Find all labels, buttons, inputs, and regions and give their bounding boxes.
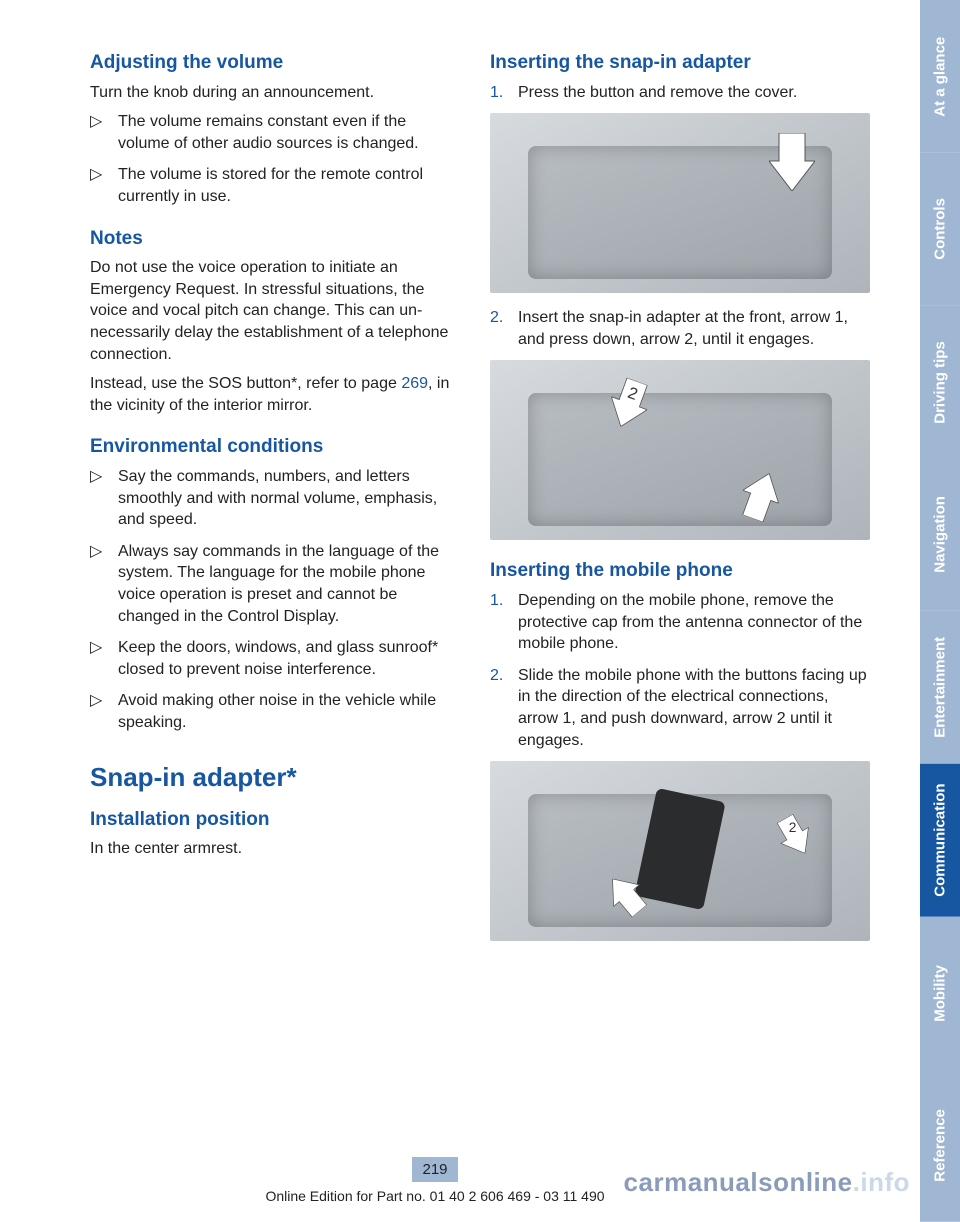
tab-at-a-glance[interactable]: At a glance — [920, 0, 960, 153]
env-bullet-list: ▷Say the commands, numbers, and letters … — [90, 466, 460, 734]
arrow-2-icon: 2 — [603, 375, 655, 433]
figure-insert-adapter: 2 — [490, 360, 870, 540]
list-text: Depending on the mobile phone, remove th… — [518, 590, 870, 655]
page-content: Adjusting the volume Turn the knob durin… — [0, 0, 870, 955]
watermark: carmanualsonline.info — [624, 1167, 910, 1198]
step-number: 1. — [490, 82, 518, 104]
heading-environmental: Environmental conditions — [90, 434, 460, 460]
bullet-icon: ▷ — [90, 637, 118, 680]
volume-bullet-list: ▷The volume remains constant even if the… — [90, 111, 460, 207]
list-item: ▷Say the commands, numbers, and letters … — [90, 466, 460, 531]
list-item: ▷Always say commands in the language of … — [90, 541, 460, 627]
step-number: 2. — [490, 307, 518, 350]
right-column: Inserting the snap-in adapter 1.Press th… — [490, 50, 870, 955]
list-item: 1.Press the button and remove the cover. — [490, 82, 870, 104]
list-text: Press the button and remove the cover. — [518, 82, 797, 104]
list-item: ▷The volume is stored for the remote con… — [90, 164, 460, 207]
heading-installation-position: Installation position — [90, 807, 460, 833]
step-number: 2. — [490, 665, 518, 751]
notes-paragraph-2: Instead, use the SOS button*, refer to p… — [90, 373, 460, 416]
heading-snapin-adapter: Snap-in adapter* — [90, 760, 460, 795]
installation-text: In the center armrest. — [90, 838, 460, 860]
tab-navigation[interactable]: Navigation — [920, 458, 960, 611]
watermark-b: .info — [853, 1167, 910, 1197]
list-text: Avoid making other noise in the vehicle … — [118, 690, 460, 733]
bullet-icon: ▷ — [90, 111, 118, 154]
arrow-icon — [769, 133, 815, 191]
figure-remove-cover — [490, 113, 870, 293]
tab-entertainment[interactable]: Entertainment — [920, 611, 960, 764]
list-item: 2.Slide the mobile phone with the button… — [490, 665, 870, 751]
bullet-icon: ▷ — [90, 690, 118, 733]
tab-communication[interactable]: Communication — [920, 764, 960, 917]
list-item: ▷The volume remains constant even if the… — [90, 111, 460, 154]
figure-insert-phone: 2 — [490, 761, 870, 941]
list-text: The volume remains constant even if the … — [118, 111, 460, 154]
list-item: ▷Avoid making other noise in the vehicle… — [90, 690, 460, 733]
notes-text-a: Instead, use the SOS button*, refer to p… — [90, 375, 401, 392]
left-column: Adjusting the volume Turn the knob durin… — [90, 50, 460, 955]
list-text: Always say commands in the language of t… — [118, 541, 460, 627]
list-text: Say the commands, numbers, and letters s… — [118, 466, 460, 531]
side-tabs: At a glance Controls Driving tips Naviga… — [920, 0, 960, 1222]
list-item: 1.Depending on the mobile phone, remove … — [490, 590, 870, 655]
svg-text:2: 2 — [789, 820, 797, 835]
heading-inserting-phone: Inserting the mobile phone — [490, 558, 870, 584]
page-link-269[interactable]: 269 — [401, 375, 428, 392]
heading-notes: Notes — [90, 226, 460, 252]
arrow-2-icon: 2 — [768, 809, 823, 864]
tab-mobility[interactable]: Mobility — [920, 917, 960, 1070]
heading-adjusting-volume: Adjusting the volume — [90, 50, 460, 76]
step-number: 1. — [490, 590, 518, 655]
list-item: ▷Keep the doors, windows, and glass sun­… — [90, 637, 460, 680]
volume-intro: Turn the knob during an announcement. — [90, 82, 460, 104]
bullet-icon: ▷ — [90, 541, 118, 627]
list-text: Insert the snap-in adapter at the front,… — [518, 307, 870, 350]
list-text: Slide the mobile phone with the buttons … — [518, 665, 870, 751]
tab-driving-tips[interactable]: Driving tips — [920, 306, 960, 459]
insert-adapter-steps-2: 2.Insert the snap-in adapter at the fron… — [490, 307, 870, 350]
tab-reference[interactable]: Reference — [920, 1069, 960, 1222]
arrow-1-icon — [735, 467, 787, 525]
insert-phone-steps: 1.Depending on the mobile phone, remove … — [490, 590, 870, 751]
watermark-a: carmanualsonline — [624, 1167, 853, 1197]
tab-controls[interactable]: Controls — [920, 153, 960, 306]
list-text: The volume is stored for the remote cont… — [118, 164, 460, 207]
notes-paragraph: Do not use the voice operation to initia… — [90, 257, 460, 365]
insert-adapter-steps: 1.Press the button and remove the cover. — [490, 82, 870, 104]
heading-inserting-adapter: Inserting the snap-in adapter — [490, 50, 870, 76]
page-number: 219 — [412, 1157, 457, 1182]
bullet-icon: ▷ — [90, 466, 118, 531]
bullet-icon: ▷ — [90, 164, 118, 207]
list-text: Keep the doors, windows, and glass sun­r… — [118, 637, 460, 680]
list-item: 2.Insert the snap-in adapter at the fron… — [490, 307, 870, 350]
